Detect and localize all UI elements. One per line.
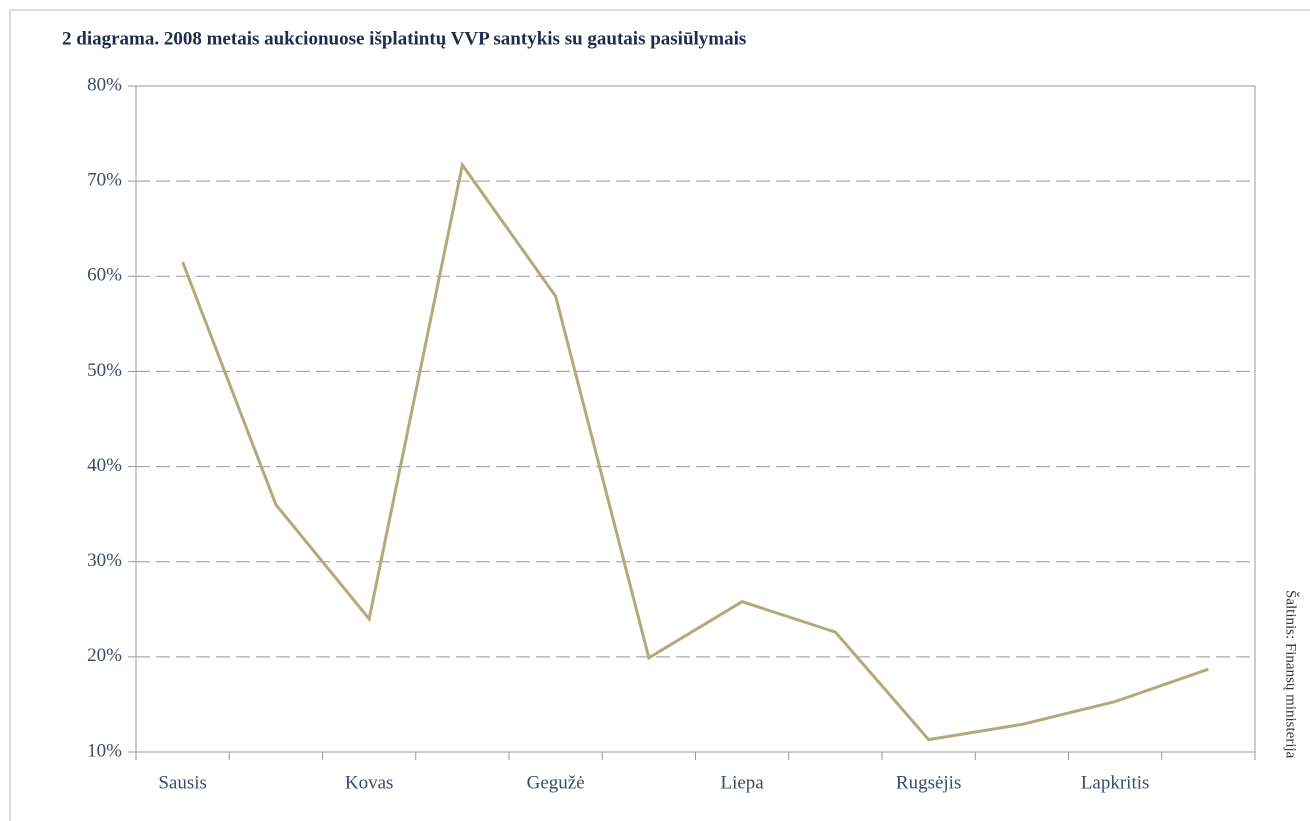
x-tick-label: Liepa (720, 772, 764, 793)
plot-area (135, 85, 1256, 753)
x-tick-label: Kovas (345, 772, 394, 793)
x-tick-label: Rugsėjis (896, 772, 961, 793)
source-note: Šaltinis: Finansų ministerija (1283, 590, 1300, 759)
x-tick-label: Sausis (158, 772, 207, 793)
chart-title: 2 diagrama. 2008 metais aukcionuose išpl… (62, 28, 746, 49)
y-tick-label: 80% (87, 74, 122, 95)
x-tick-label: Gegužė (527, 772, 585, 793)
y-tick-label: 30% (87, 550, 122, 571)
y-tick-label: 20% (87, 645, 122, 666)
y-tick-label: 70% (87, 170, 122, 191)
x-tick-label: Lapkritis (1081, 772, 1150, 793)
y-tick-label: 40% (87, 455, 122, 476)
y-tick-label: 60% (87, 265, 122, 286)
y-tick-label: 10% (87, 740, 122, 761)
y-tick-label: 50% (87, 360, 122, 381)
line-series (181, 161, 1209, 742)
frame (9, 9, 1310, 821)
